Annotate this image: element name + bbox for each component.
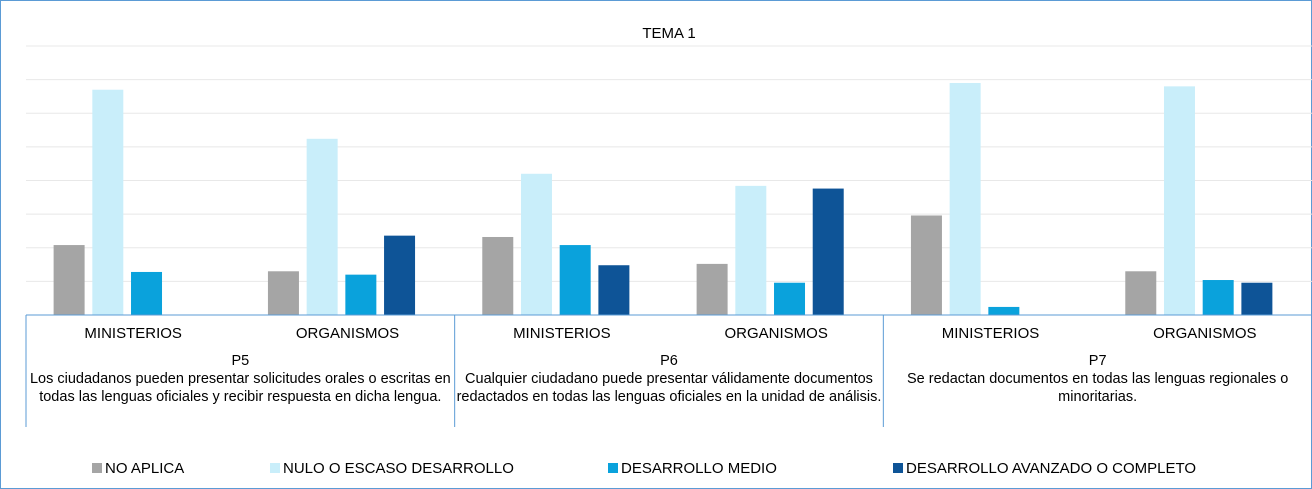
- bar: [735, 185, 767, 315]
- group-text: Se redactan documentos en todas las leng…: [907, 371, 1289, 405]
- group-text: Los ciudadanos pueden presentar solicitu…: [29, 371, 451, 405]
- legend-label: NO APLICA: [105, 460, 184, 477]
- bar: [949, 82, 981, 315]
- bar: [774, 282, 806, 315]
- legend-label: NULO O ESCASO DESARROLLO: [283, 460, 514, 477]
- bar: [910, 215, 942, 315]
- bar: [1241, 282, 1273, 315]
- group-label: P6 Cualquier ciudadano puede presentar vá…: [454, 352, 884, 406]
- bar: [306, 138, 338, 315]
- bar: [92, 89, 124, 316]
- bar: [1125, 271, 1157, 315]
- bar: [53, 245, 85, 315]
- x-tick-label: ORGANISMOS: [1153, 325, 1256, 342]
- bar: [131, 271, 163, 315]
- bar: [696, 263, 728, 315]
- bar: [482, 236, 514, 315]
- x-tick-label: ORGANISMOS: [296, 325, 399, 342]
- bar: [559, 245, 591, 315]
- legend-swatch: [270, 463, 280, 473]
- legend-label: DESARROLLO AVANZADO O COMPLETO: [906, 460, 1196, 477]
- x-tick-label: ORGANISMOS: [724, 325, 827, 342]
- bar: [598, 265, 630, 315]
- x-tick-label: MINISTERIOS: [513, 325, 611, 342]
- group-text: Cualquier ciudadano puede presentar váli…: [456, 371, 882, 405]
- group-id: P7: [1088, 353, 1107, 369]
- group-label: P7 Se redactan documentos en todas las le…: [883, 352, 1312, 406]
- group-id: P5: [231, 353, 250, 369]
- x-tick-label: MINISTERIOS: [84, 325, 182, 342]
- x-tick-label: MINISTERIOS: [942, 325, 1040, 342]
- bar: [812, 188, 844, 315]
- legend-label: DESARROLLO MEDIO: [621, 460, 777, 477]
- bar: [1202, 280, 1234, 315]
- bar: [384, 235, 416, 315]
- bar: [345, 274, 377, 315]
- legend-swatch: [893, 463, 903, 473]
- chart-title: TEMA 1: [642, 25, 695, 42]
- bar: [520, 173, 552, 315]
- legend-swatch: [92, 463, 102, 473]
- bar: [1163, 86, 1195, 315]
- legend-swatch: [608, 463, 618, 473]
- bar: [267, 271, 299, 315]
- group-label: P5 Los ciudadanos pueden presentar solici…: [25, 352, 455, 406]
- bar: [988, 306, 1020, 315]
- group-id: P6: [660, 353, 678, 369]
